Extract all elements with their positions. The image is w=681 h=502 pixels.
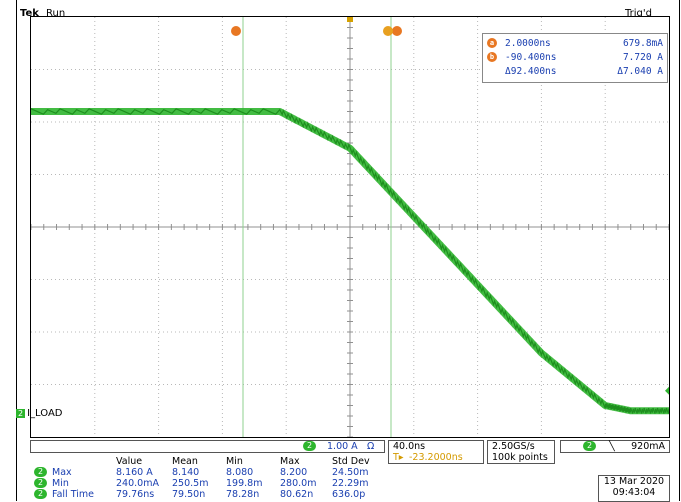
col-min: Min — [226, 456, 243, 467]
col-mean: Mean — [172, 456, 198, 467]
meas-name: Min — [52, 478, 69, 489]
measurement-row-fall-time[interactable]: 2 Fall Time 79.76ns 79.50n 78.28n 80.62n… — [30, 489, 430, 500]
measurement-row-max[interactable]: 2 Max 8.160 A 8.140 8.080 8.200 24.50m — [30, 467, 430, 478]
bottom-panel: 2 1.00 A Ω 40.0ns T▸ -23.2000ns 2.50GS/s… — [30, 440, 670, 502]
measurement-row-min[interactable]: 2 Min 240.0mA 250.5m 199.8m 280.0m 22.29… — [30, 478, 430, 489]
meas-badge: 2 — [34, 478, 48, 488]
channel-label: 2 I_LOAD — [16, 408, 63, 419]
screenshot-frame — [16, 0, 680, 501]
status-bar: Tek Run Trig'd — [20, 8, 670, 22]
horizontal-box[interactable]: 40.0ns T▸ -23.2000ns — [388, 440, 484, 464]
meas-std: 636.0p — [332, 489, 366, 500]
cursor-row-a: a 2.0000ns 679.8mA — [487, 38, 663, 50]
meas-badge: 2 — [34, 467, 48, 477]
trigger-offset-icon: T▸ — [393, 452, 404, 463]
meas-mean: 79.50n — [172, 489, 206, 500]
meas-max: 8.200 — [280, 467, 308, 478]
cursor-row-b: b -90.400ns 7.720 A — [487, 52, 663, 64]
meas-min: 8.080 — [226, 467, 254, 478]
cursor-b-marker — [231, 26, 241, 36]
channel-scale-box[interactable]: 2 1.00 A Ω — [30, 440, 385, 453]
waveform-noise — [31, 108, 669, 414]
meas-mean: 8.140 — [172, 467, 200, 478]
cursor-row-delta: Δ92.400ns Δ7.040 A — [487, 66, 663, 78]
acquisition-box[interactable]: 2.50GS/s 100k points — [487, 440, 555, 464]
time-div: 40.0ns — [393, 441, 426, 452]
meas-name: Fall Time — [52, 489, 94, 500]
channel-badge: 2 — [16, 409, 26, 418]
meas-mean: 250.5m — [172, 478, 209, 489]
cursor-a-marker — [392, 26, 402, 36]
meas-min: 199.8m — [226, 478, 263, 489]
datetime-box: 13 Mar 2020 09:43:04 — [598, 475, 670, 502]
col-max: Max — [280, 456, 300, 467]
meas-value: 240.0mA — [116, 478, 159, 489]
trigger-offset: -23.2000ns — [409, 452, 463, 463]
trigger-slope-icon: ╲ — [609, 441, 615, 452]
cursor-a-time: 2.0000ns — [505, 38, 551, 49]
trigger-box[interactable]: 2 ╲ 920mA — [560, 440, 670, 453]
meas-name: Max — [52, 467, 72, 478]
trigger-status: Trig'd — [625, 8, 652, 19]
cursor-b-value: 7.720 A — [622, 52, 663, 63]
channel-scale-badge: 2 — [303, 441, 317, 451]
meas-std: 24.50m — [332, 467, 369, 478]
graticule — [31, 17, 669, 437]
trigger-position-icon — [347, 17, 353, 22]
channel-name: I_LOAD — [27, 408, 63, 419]
date: 13 Mar 2020 — [603, 476, 665, 487]
cursor-b-time: -90.400ns — [505, 52, 557, 63]
meas-std: 22.29m — [332, 478, 369, 489]
sample-rate: 2.50GS/s — [492, 441, 535, 452]
cursor-b-badge: b — [487, 52, 497, 62]
trigger-marker — [383, 26, 393, 36]
cursor-a-badge: a — [487, 38, 497, 48]
run-state: Run — [46, 8, 66, 19]
col-stddev: Std Dev — [332, 456, 370, 467]
coupling-icon: Ω — [367, 441, 375, 452]
brand-logo: Tek — [20, 8, 39, 19]
col-value: Value — [116, 456, 143, 467]
meas-value: 79.76ns — [116, 489, 155, 500]
trigger-source-badge: 2 — [583, 441, 597, 451]
record-length: 100k points — [492, 452, 548, 463]
meas-value: 8.160 A — [116, 467, 153, 478]
cursor-a-value: 679.8mA — [622, 38, 663, 49]
cursor-readout: a 2.0000ns 679.8mA b -90.400ns 7.720 A Δ… — [482, 33, 668, 83]
meas-badge: 2 — [34, 489, 48, 499]
time: 09:43:04 — [612, 487, 656, 498]
meas-min: 78.28n — [226, 489, 260, 500]
trigger-level-marker — [665, 386, 669, 395]
trigger-level: 920mA — [631, 441, 665, 452]
waveform-display[interactable] — [30, 16, 670, 438]
cursor-delta-time: Δ92.400ns — [505, 66, 557, 77]
cursor-delta-value: Δ7.040 A — [617, 66, 663, 77]
meas-max: 280.0m — [280, 478, 317, 489]
meas-max: 80.62n — [280, 489, 314, 500]
channel-scale: 1.00 A — [327, 441, 358, 452]
